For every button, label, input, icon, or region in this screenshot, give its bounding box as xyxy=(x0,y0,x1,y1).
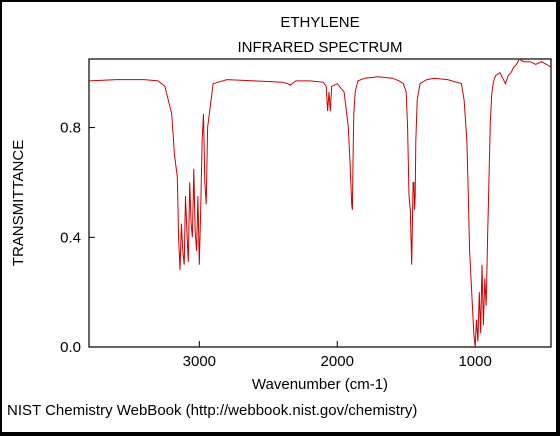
y-tick-label: 0.4 xyxy=(60,229,81,246)
chart-frame: ETHYLENE INFRARED SPECTRUM 0.0 0.4 0.8 300… xyxy=(2,2,556,432)
footer-credit: NIST Chemistry WebBook (http://webbook.n… xyxy=(7,402,417,419)
x-axis-label: Wavenumber (cm-1) xyxy=(252,376,388,393)
y-axis-label: TRANSMITTANCE xyxy=(10,140,27,266)
y-tick-label: 0.0 xyxy=(60,339,81,356)
x-axis: 3000 2000 1000 xyxy=(183,341,492,370)
spectrum-line xyxy=(88,58,552,348)
chart-subtitle: INFRARED SPECTRUM xyxy=(237,39,402,56)
x-tick-label: 3000 xyxy=(183,353,216,370)
ir-spectrum-chart: ETHYLENE INFRARED SPECTRUM 0.0 0.4 0.8 300… xyxy=(7,14,552,419)
x-tick-label: 1000 xyxy=(458,353,491,370)
y-tick-label: 0.8 xyxy=(60,120,81,137)
plot-area xyxy=(88,58,552,348)
y-axis: 0.0 0.4 0.8 xyxy=(60,120,95,356)
x-tick-label: 2000 xyxy=(321,353,354,370)
chart-title: ETHYLENE xyxy=(280,14,359,31)
